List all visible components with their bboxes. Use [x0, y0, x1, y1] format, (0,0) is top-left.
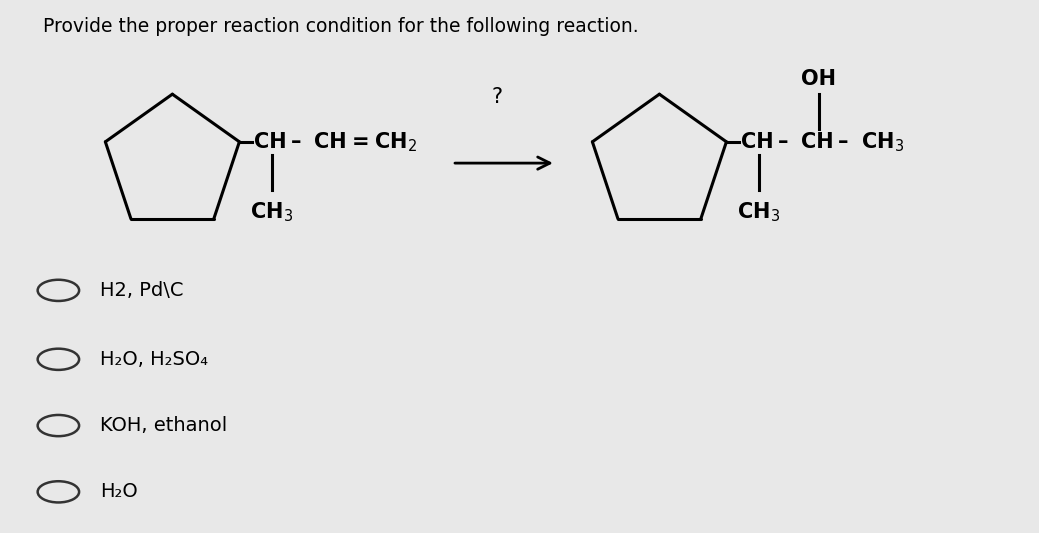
Text: KOH, ethanol: KOH, ethanol	[100, 416, 228, 435]
Text: OH: OH	[801, 69, 836, 89]
Text: ?: ?	[491, 87, 502, 108]
Text: CH: CH	[314, 132, 347, 152]
Text: CH$_3$: CH$_3$	[250, 200, 293, 224]
Text: H₂O: H₂O	[100, 482, 137, 502]
Text: –: –	[778, 132, 789, 152]
Text: CH: CH	[801, 132, 833, 152]
Text: =: =	[351, 132, 369, 152]
Text: H2, Pd\C: H2, Pd\C	[100, 281, 183, 300]
Text: CH: CH	[254, 132, 287, 152]
Text: CH$_3$: CH$_3$	[861, 130, 904, 154]
Text: CH$_3$: CH$_3$	[737, 200, 780, 224]
Text: CH: CH	[741, 132, 774, 152]
Text: Provide the proper reaction condition for the following reaction.: Provide the proper reaction condition fo…	[43, 17, 638, 36]
Text: –: –	[291, 132, 301, 152]
Text: –: –	[838, 132, 849, 152]
Text: CH$_2$: CH$_2$	[374, 130, 417, 154]
Text: H₂O, H₂SO₄: H₂O, H₂SO₄	[100, 350, 208, 369]
